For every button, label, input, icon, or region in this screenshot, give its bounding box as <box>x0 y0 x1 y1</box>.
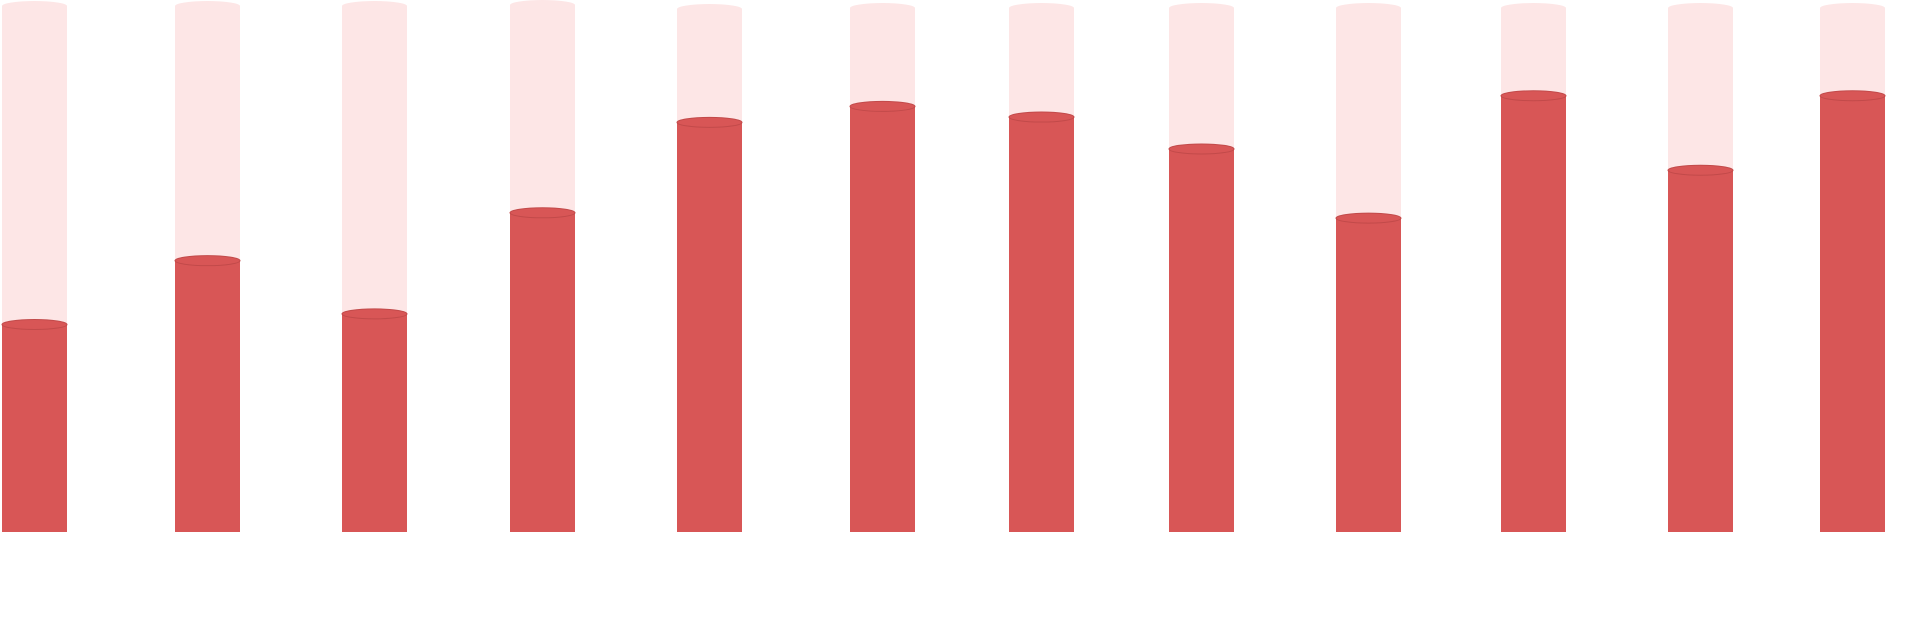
bar-track-cap <box>1820 3 1885 13</box>
bar <box>1169 148 1234 532</box>
bar-track-cap <box>175 1 240 11</box>
bar-cap <box>1008 111 1075 123</box>
bar-track-cap <box>510 0 575 10</box>
bar-track-cap <box>1169 3 1234 13</box>
bar <box>2 324 67 532</box>
bar <box>510 212 575 533</box>
bar <box>1820 95 1885 532</box>
bar-cap <box>1 319 68 331</box>
bar-layer <box>1 90 1886 533</box>
bar <box>1501 95 1566 532</box>
bar-cap <box>849 100 916 112</box>
bar-cap <box>1168 143 1235 155</box>
bar-cap <box>1500 90 1567 102</box>
bar <box>342 313 407 532</box>
bar-cap <box>1667 164 1734 176</box>
bar-track-cap <box>1668 3 1733 13</box>
track-layer <box>2 0 1885 532</box>
bar-cap <box>1335 212 1402 224</box>
bar-cap <box>341 308 408 320</box>
bar-cap <box>174 255 241 267</box>
bar <box>850 106 915 533</box>
bar-cap <box>1819 90 1886 102</box>
bar-track-cap <box>2 1 67 11</box>
bar <box>677 122 742 533</box>
bar <box>175 260 240 532</box>
bar-track-cap <box>1501 3 1566 13</box>
bar-track-cap <box>1009 3 1074 13</box>
bar-track-cap <box>342 1 407 11</box>
bar-track-cap <box>850 3 915 13</box>
bar <box>1336 218 1401 532</box>
bar <box>1009 117 1074 532</box>
bar-track-cap <box>1336 3 1401 13</box>
bar-track-cap <box>677 4 742 14</box>
bar <box>1668 170 1733 533</box>
bar-cap <box>676 116 743 128</box>
bar-cap <box>509 207 576 219</box>
